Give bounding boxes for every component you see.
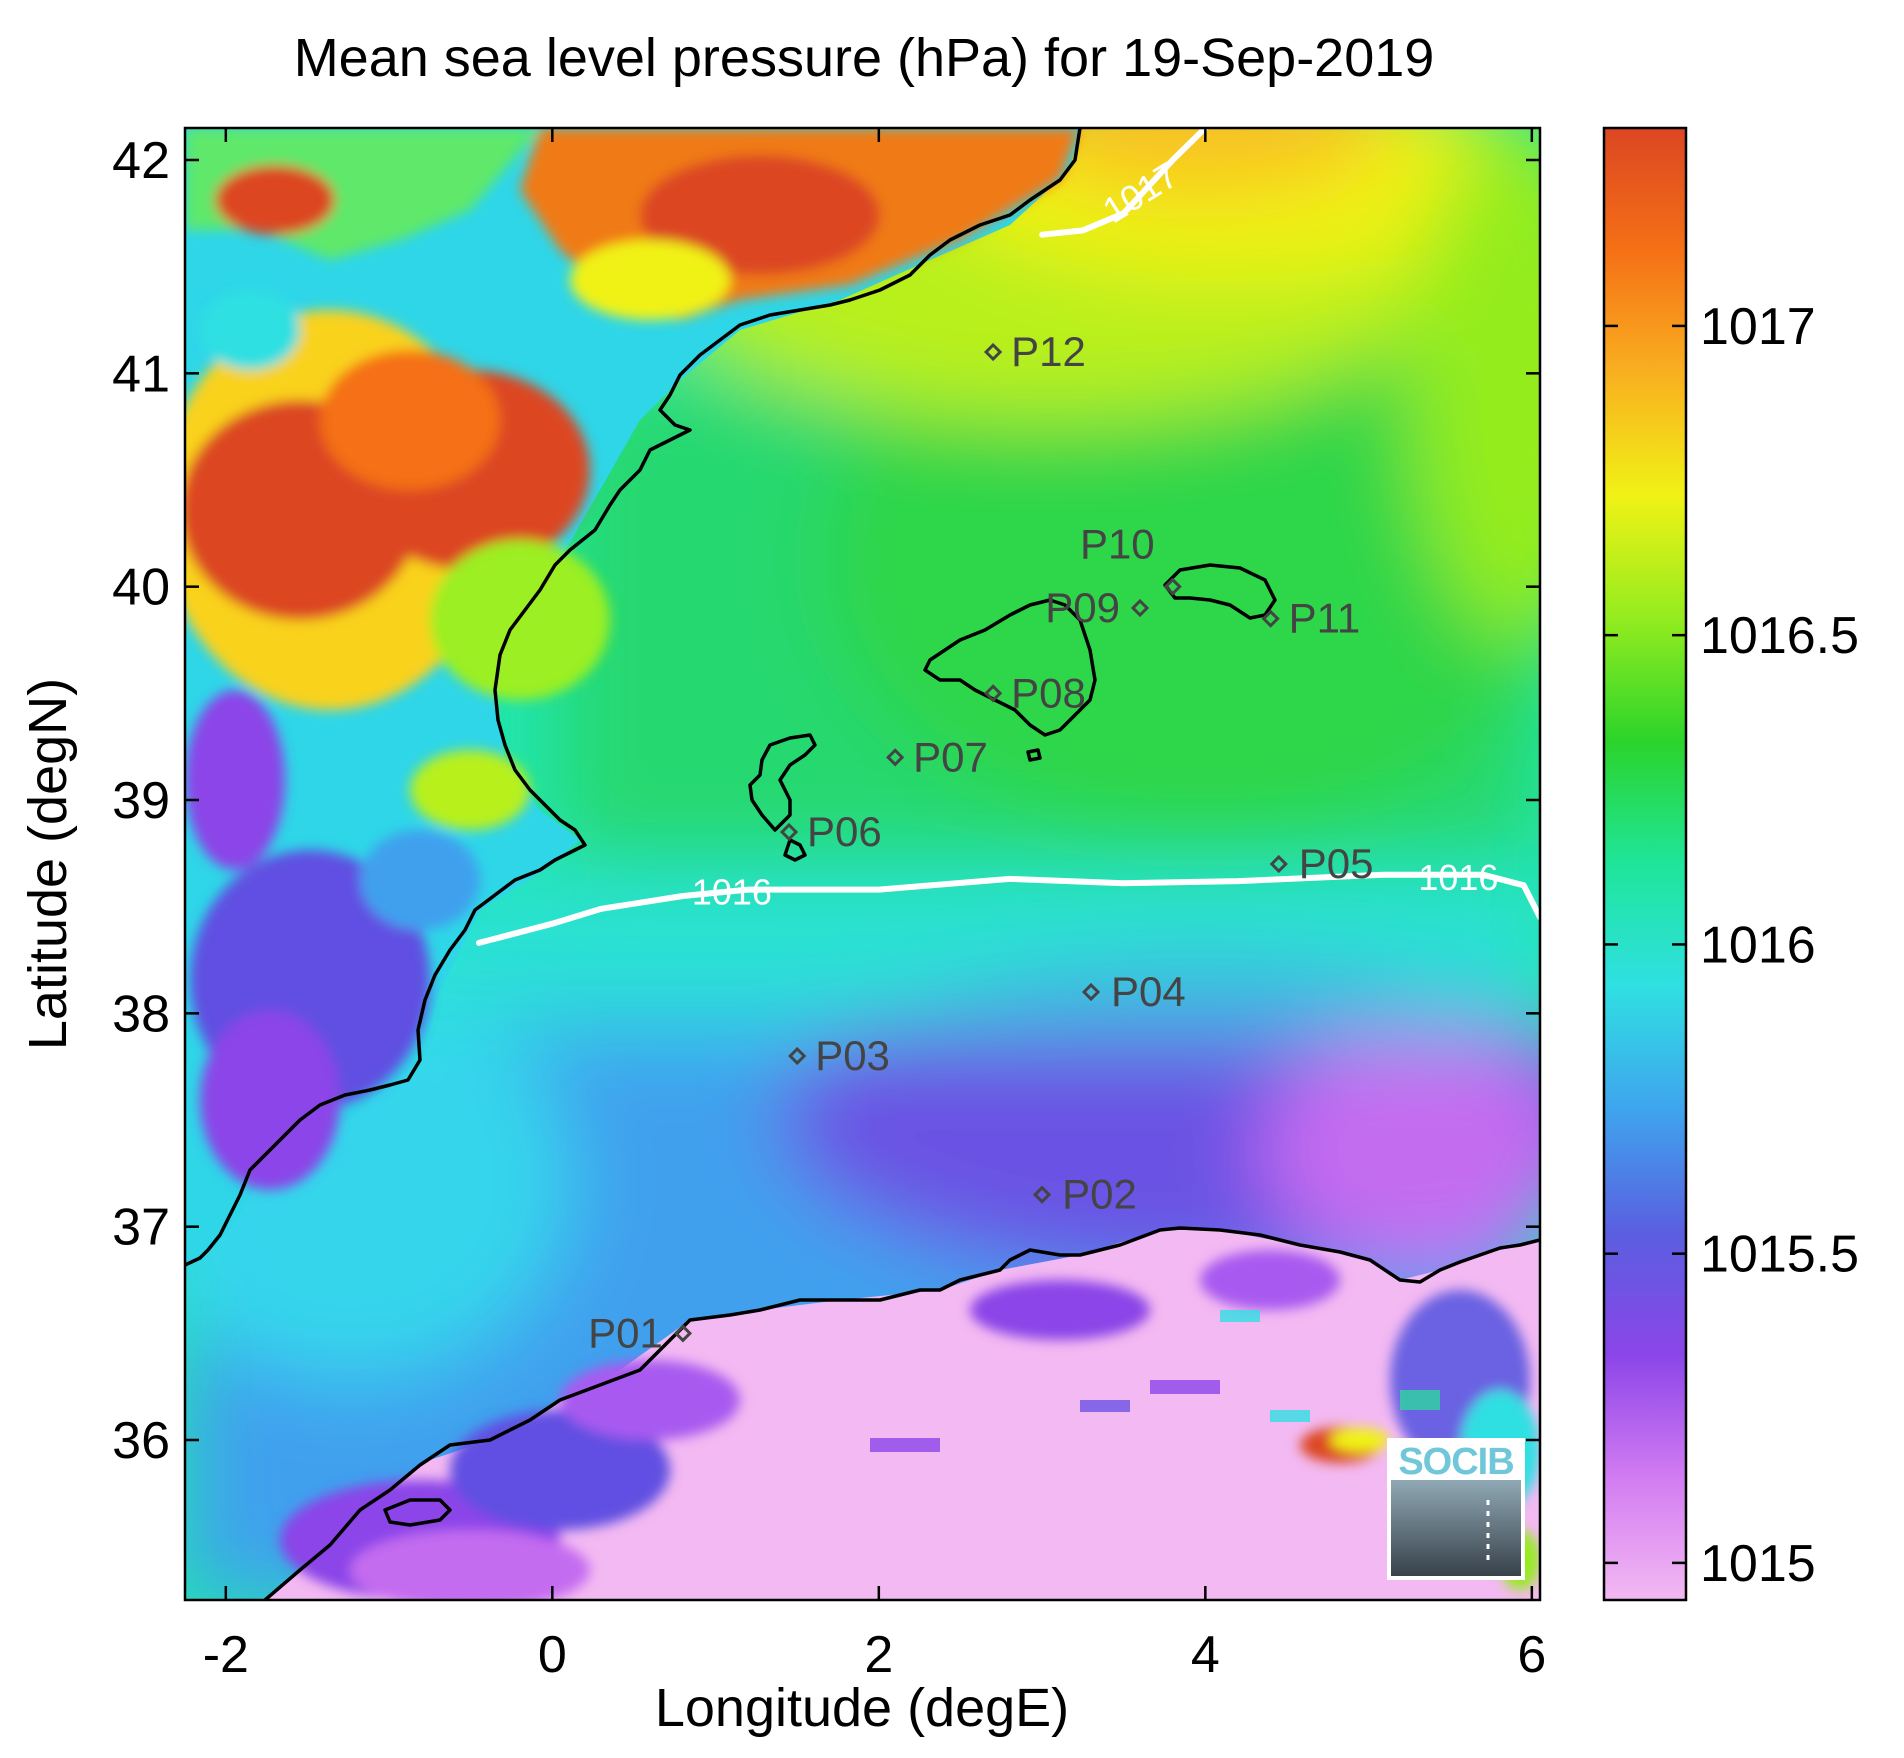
y-tick-label: 38 bbox=[112, 985, 170, 1043]
chart-title: Mean sea level pressure (hPa) for 19-Sep… bbox=[294, 28, 1435, 88]
x-tick-label: 6 bbox=[1517, 1626, 1546, 1684]
station-label: P03 bbox=[815, 1032, 890, 1079]
station-marker bbox=[1032, 1185, 1052, 1204]
stations-layer: P01 P02 P03 P04 P05 P06 P07 P08 P09 P10 P11 P12 bbox=[588, 328, 1373, 1356]
x-tick-label: 2 bbox=[864, 1626, 893, 1684]
colorbar-tick-label: 1017 bbox=[1700, 298, 1816, 356]
contour-line bbox=[1039, 128, 1209, 238]
colorbar-tick-label: 1016.5 bbox=[1700, 607, 1859, 665]
station-label: P05 bbox=[1299, 840, 1374, 887]
station-marker bbox=[1261, 609, 1280, 628]
contour-line bbox=[475, 871, 1540, 946]
contour-label: 1016 bbox=[692, 872, 772, 913]
station-marker bbox=[779, 822, 799, 842]
station-label: P04 bbox=[1111, 968, 1186, 1015]
plot-frame bbox=[183, 126, 1542, 1602]
station-label: P07 bbox=[913, 733, 988, 780]
y-tick-label: 37 bbox=[112, 1199, 170, 1257]
y-tick-label: 42 bbox=[112, 132, 170, 190]
x-tick-label: -2 bbox=[203, 1626, 249, 1684]
y-tick-label: 40 bbox=[112, 559, 170, 617]
colorbar-tick-label: 1015.5 bbox=[1700, 1226, 1859, 1284]
station-label: P01 bbox=[588, 1309, 663, 1356]
y-tick-label: 39 bbox=[112, 772, 170, 830]
y-axis: 36 37 38 39 40 41 42 bbox=[112, 132, 1540, 1470]
x-axis: -2 0 2 4 6 bbox=[203, 128, 1546, 1684]
x-axis-label: Longitude (degE) bbox=[655, 1678, 1069, 1738]
station-marker bbox=[1081, 982, 1101, 1002]
y-tick-label: 41 bbox=[112, 345, 170, 403]
station-label: P09 bbox=[1045, 584, 1120, 631]
socib-logo-text: SOCIB bbox=[1398, 1441, 1513, 1483]
colorbar-tick-label: 1016 bbox=[1700, 916, 1816, 974]
station-marker bbox=[983, 342, 1003, 362]
station-label: P06 bbox=[807, 808, 882, 855]
colorbar: 1015 1015.5 1016 1016.5 1017 bbox=[1602, 126, 1859, 1602]
station-marker bbox=[1163, 577, 1182, 596]
station-label: P08 bbox=[1011, 669, 1086, 716]
station-label: P02 bbox=[1062, 1171, 1137, 1218]
station-marker bbox=[1130, 598, 1150, 618]
colorbar-tick-label: 1015 bbox=[1700, 1535, 1816, 1593]
colorbar-gradient bbox=[1604, 128, 1686, 1600]
colorbar-frame bbox=[1602, 126, 1688, 1602]
x-tick-label: 4 bbox=[1191, 1626, 1220, 1684]
station-marker bbox=[983, 684, 1003, 703]
y-axis-label: Latitude (degN) bbox=[18, 678, 78, 1050]
iberia-land bbox=[185, 128, 1080, 1265]
station-label: P10 bbox=[1080, 521, 1155, 568]
contour-label: 1016 bbox=[1418, 857, 1498, 898]
socib-logo: SOCIB bbox=[1387, 1438, 1525, 1580]
station-marker bbox=[1269, 854, 1288, 874]
coastlines bbox=[185, 128, 1540, 1600]
y-tick-label: 36 bbox=[112, 1412, 170, 1470]
x-tick-label: 0 bbox=[538, 1626, 567, 1684]
station-label: P12 bbox=[1011, 328, 1086, 375]
station-marker bbox=[788, 1046, 807, 1066]
station-marker bbox=[673, 1324, 693, 1343]
africa-land bbox=[265, 1230, 1540, 1600]
station-marker bbox=[886, 748, 905, 767]
station-label: P11 bbox=[1289, 595, 1361, 642]
